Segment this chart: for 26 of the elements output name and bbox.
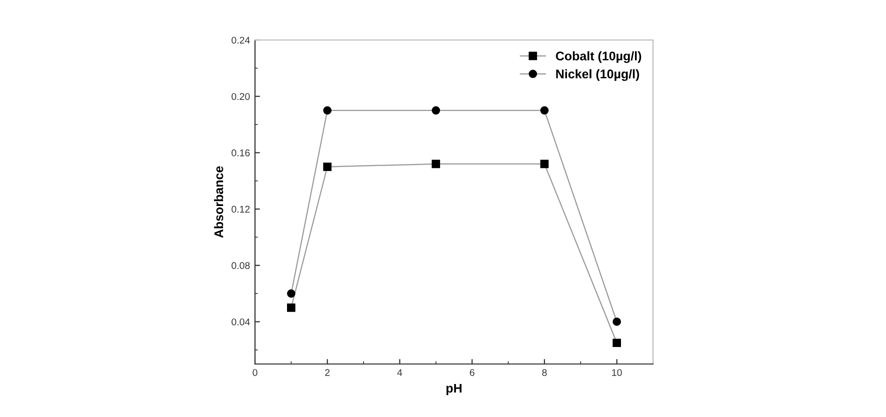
point (612, 338, 621, 348)
x-tick-label: 8 (542, 369, 547, 376)
point (287, 289, 296, 298)
point (432, 106, 440, 115)
y-tick-label: 0.12 (232, 206, 250, 213)
legend-label: Nickel (10µg/l) (556, 69, 640, 81)
x-tick-label: 2 (325, 369, 330, 376)
point (323, 106, 332, 115)
y-tick-label: 0.16 (232, 149, 250, 156)
y-tick-label: 0.04 (232, 318, 250, 326)
x-tick-label: 0 (252, 369, 258, 376)
point (540, 106, 549, 115)
x-tick-label: 4 (397, 369, 402, 376)
y-tick-label: 0.20 (232, 93, 250, 100)
point (432, 160, 440, 168)
point (612, 318, 621, 326)
x-tick-label: 6 (470, 369, 474, 376)
x-tick-label: 10 (612, 369, 622, 376)
point (287, 303, 296, 312)
x-axis-title: pH (446, 384, 462, 396)
y-axis-title: Absorbance (214, 166, 224, 238)
point (540, 160, 549, 168)
legend-label: Cobalt (10µg/l) (556, 51, 642, 63)
y-tick-label: 0.08 (232, 262, 250, 270)
y-tick-label: 0.24 (232, 36, 250, 44)
point (323, 162, 332, 171)
